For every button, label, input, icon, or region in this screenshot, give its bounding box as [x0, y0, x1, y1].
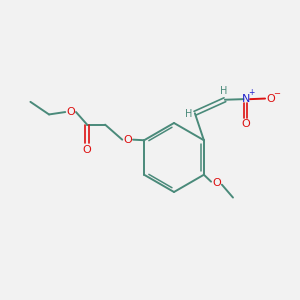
Text: O: O — [83, 145, 92, 155]
Text: O: O — [241, 119, 250, 129]
Text: O: O — [123, 135, 132, 145]
Text: O: O — [267, 94, 275, 103]
Text: H: H — [220, 86, 227, 96]
Text: O: O — [66, 107, 75, 117]
Text: −: − — [273, 89, 280, 98]
Text: +: + — [248, 88, 254, 97]
Text: N: N — [242, 94, 250, 104]
Text: H: H — [184, 109, 192, 119]
Text: O: O — [212, 178, 221, 188]
